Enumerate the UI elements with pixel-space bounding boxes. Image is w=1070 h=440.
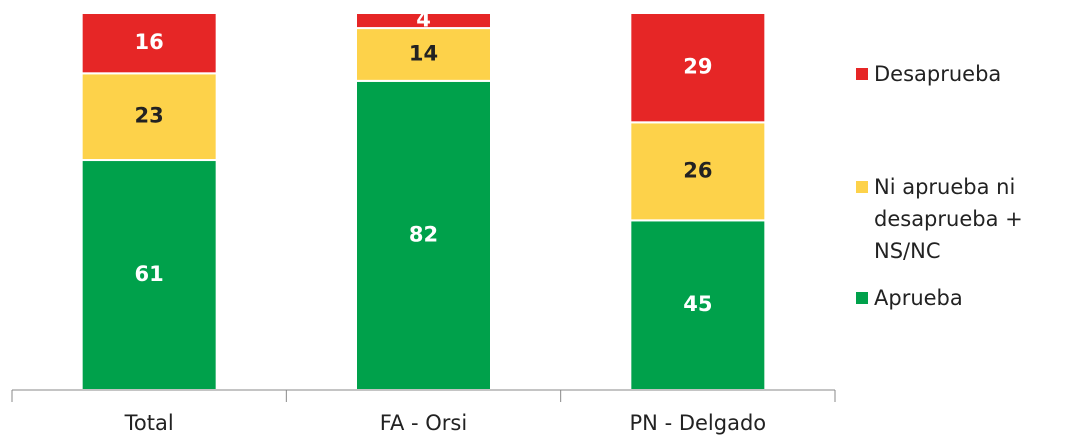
legend-label: Ni aprueba ni desaprueba + NS/NC [874, 175, 1023, 263]
x-tick-label: Total [124, 411, 174, 435]
data-label: 45 [683, 292, 712, 316]
data-label: 29 [683, 55, 712, 79]
chart: 61 23 16 Total 82 14 4 FA - Orsi 45 26 29 PN - Delg… [11, 8, 836, 435]
legend-item: Desaprueba [856, 58, 1066, 90]
legend-label: Aprueba [874, 286, 963, 310]
legend-swatch [856, 292, 868, 304]
data-label: 82 [409, 222, 438, 246]
data-label: 61 [135, 262, 164, 286]
legend-item: Ni aprueba ni desaprueba + NS/NC [856, 171, 1066, 267]
data-label: 26 [683, 158, 712, 182]
legend-label: Desaprueba [874, 62, 1002, 86]
legend-item: Aprueba [856, 282, 1066, 314]
x-tick-label: PN - Delgado [630, 411, 767, 435]
data-label: 16 [135, 30, 164, 54]
data-label: 23 [135, 104, 164, 128]
bar-segment [80, 12, 218, 75]
bar-segment [629, 121, 767, 222]
legend-swatch [856, 181, 868, 193]
bar-segment [355, 27, 492, 82]
bar-segment [80, 72, 218, 162]
bar-segment [355, 12, 492, 30]
data-label: 4 [416, 8, 431, 32]
data-label: 14 [409, 41, 438, 65]
legend-swatch [856, 68, 868, 80]
bar-segment [629, 12, 767, 124]
bar-segment [355, 79, 492, 392]
bar-segment [80, 159, 218, 391]
x-tick-label: FA - Orsi [380, 411, 467, 435]
